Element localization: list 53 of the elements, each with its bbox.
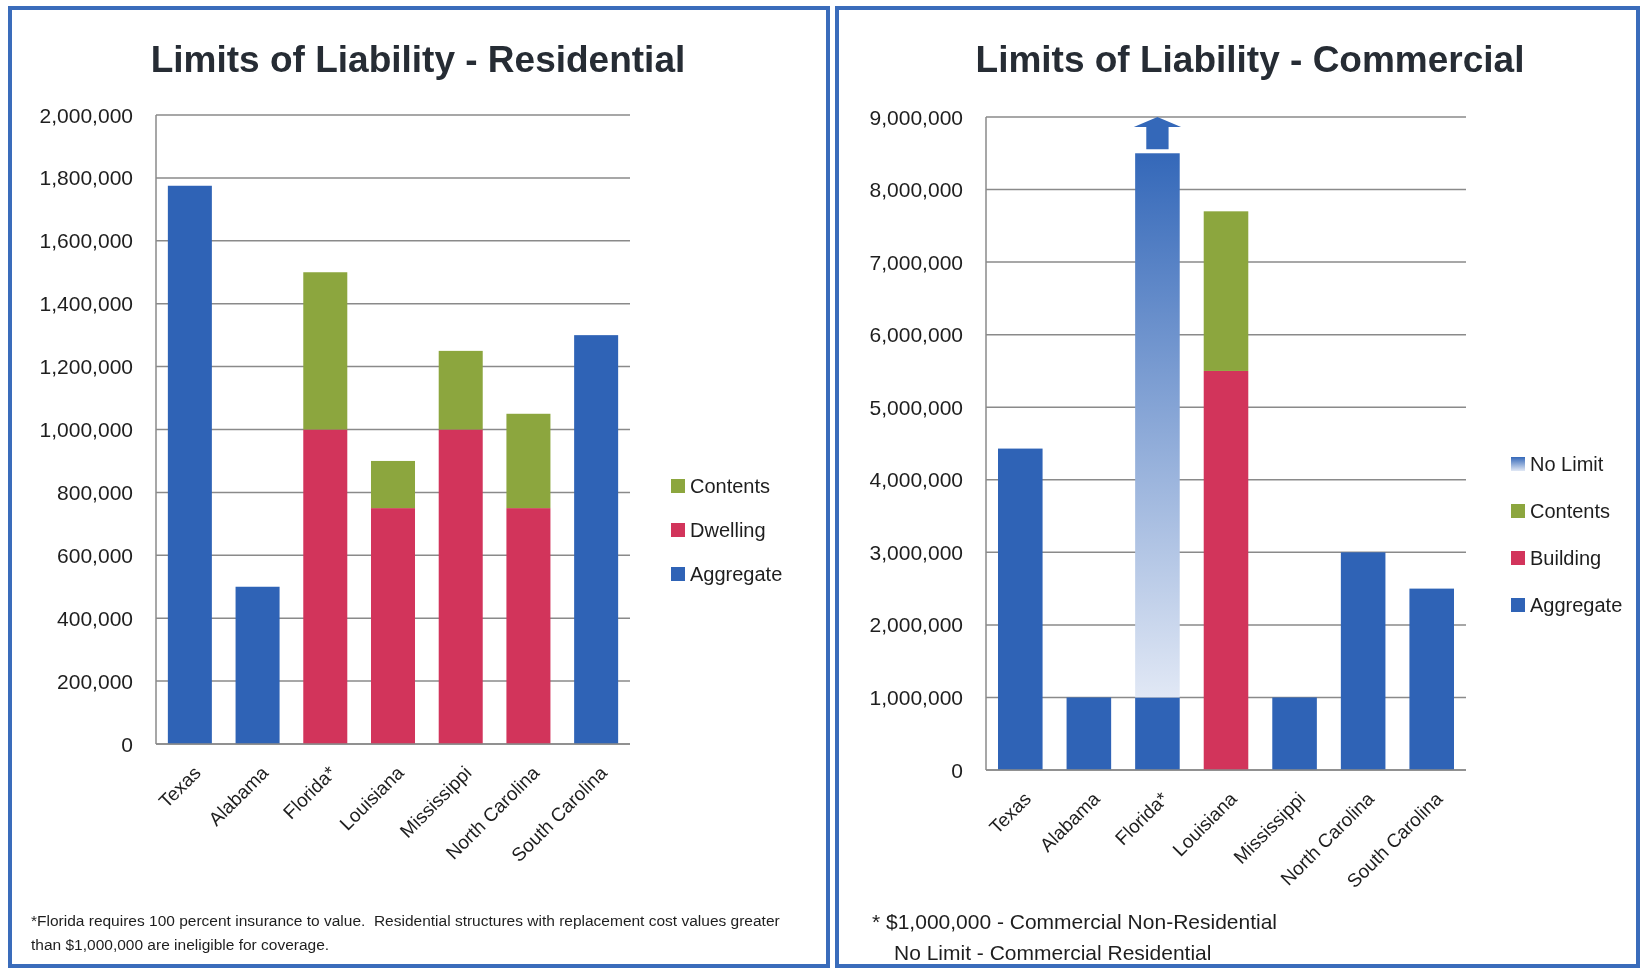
y-tick-label: 400,000 (57, 606, 133, 630)
legend-label: No Limit (1530, 453, 1604, 475)
y-tick-label: 2,000,000 (39, 103, 133, 127)
legend-label: Dwelling (690, 519, 766, 541)
bar (303, 272, 348, 430)
y-tick-label: 800,000 (57, 480, 133, 504)
text: No Limit - Commercial Residential (894, 941, 1212, 964)
bar (574, 335, 619, 744)
legend-label: Building (1530, 547, 1602, 569)
legend-label: Aggregate (690, 563, 783, 585)
y-tick-label: 8,000,000 (869, 178, 963, 202)
legend-label: Aggregate (1530, 594, 1623, 616)
chart-title: Limits of Liability - Residential (150, 39, 686, 80)
y-tick-label: 600,000 (57, 543, 133, 567)
y-tick-label: 1,200,000 (39, 355, 133, 379)
bar (1272, 697, 1317, 770)
bar (438, 350, 483, 430)
bar (1135, 153, 1180, 698)
y-tick-label: 5,000,000 (869, 395, 963, 419)
text: * $1,000,000 - Commercial Non-Residential (872, 910, 1278, 933)
bar (998, 448, 1043, 770)
legend-label: Contents (690, 475, 771, 497)
bar (1135, 697, 1180, 770)
bar (1203, 211, 1249, 371)
bar (370, 508, 416, 744)
bar (303, 429, 348, 744)
y-tick-label: 0 (951, 758, 963, 782)
bar (235, 586, 280, 744)
y-tick-label: 1,000,000 (869, 685, 963, 709)
text: *Florida requires 100 percent insurance to value. Residential structures with replacement cost values greater than $1,000,000 are ineligible for coverage. (31, 912, 780, 953)
y-tick-label: 1,400,000 (39, 292, 133, 316)
y-tick-label: 1,800,000 (39, 166, 133, 190)
bar (1203, 370, 1249, 770)
y-tick-label: 200,000 (57, 669, 133, 693)
y-tick-label: 2,000,000 (869, 613, 963, 637)
y-tick-label: 7,000,000 (869, 250, 963, 274)
bar (370, 460, 416, 509)
y-tick-label: 0 (121, 732, 133, 756)
chart-title: Limits of Liability - Commercial (975, 39, 1525, 80)
bar (438, 429, 483, 744)
bar (1340, 552, 1386, 770)
bar (1409, 588, 1454, 770)
legend-label: Contents (1530, 500, 1611, 522)
y-tick-label: 1,000,000 (39, 418, 133, 441)
bar (506, 508, 551, 744)
y-tick-label: 1,600,000 (39, 229, 133, 253)
y-tick-label: 4,000,000 (869, 468, 963, 492)
bar (506, 413, 551, 509)
y-tick-label: 6,000,000 (869, 323, 963, 347)
bar (1066, 697, 1112, 770)
y-tick-label: 3,000,000 (869, 540, 963, 564)
y-tick-label: 9,000,000 (869, 105, 963, 129)
bar (167, 185, 212, 744)
